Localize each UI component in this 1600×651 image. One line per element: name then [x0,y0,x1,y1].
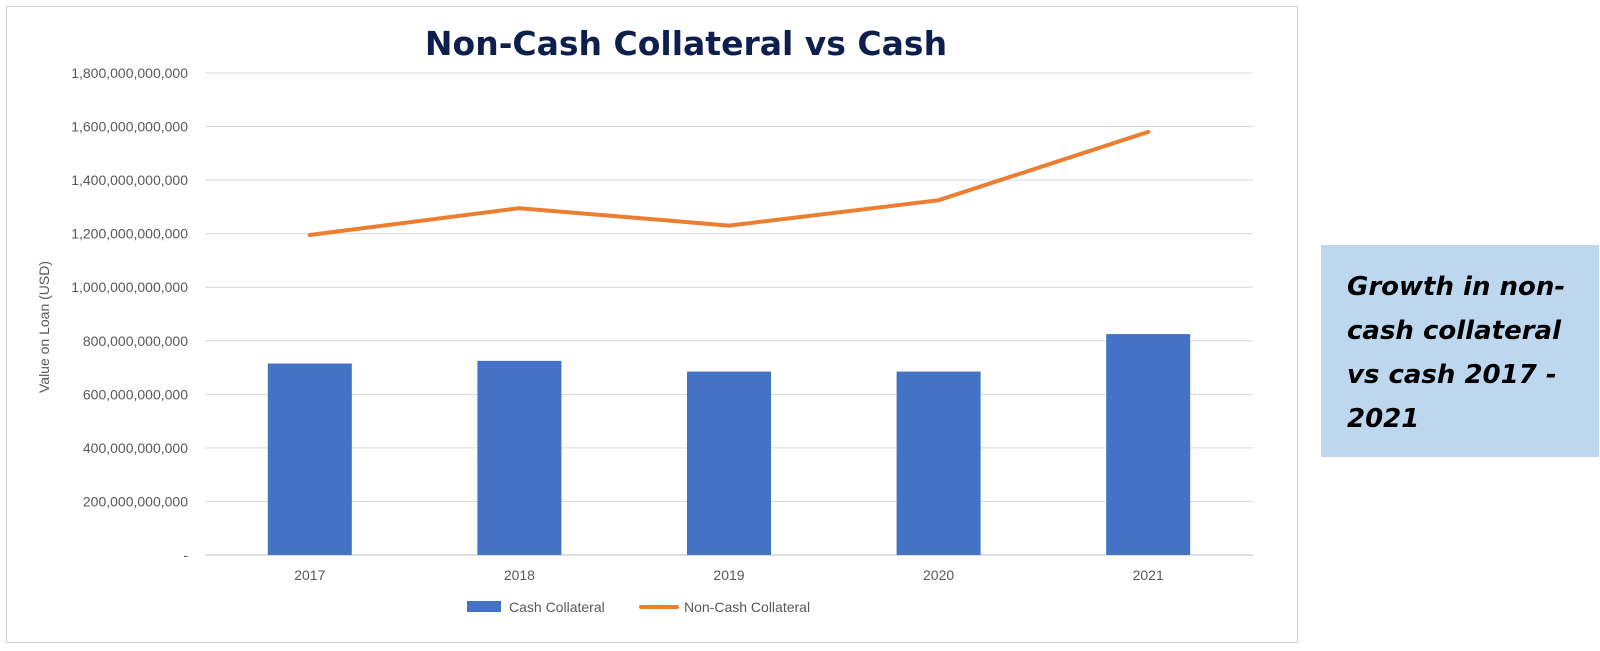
y-axis-ticks: - 200,000,000,000 400,000,000,000 600,000,0… [71,65,188,563]
y-tick-label: 1,000,000,000,000 [71,279,188,295]
non-cash-collateral-line-group [307,129,1151,238]
x-tick-label: 2018 [504,567,535,583]
non-cash-collateral-line [307,129,1151,237]
cash-collateral-bar-2018 [477,360,562,555]
y-tick-label: 1,600,000,000,000 [71,119,188,135]
cash-collateral-bar-2019 [687,371,771,555]
y-tick-label: 600,000,000,000 [83,386,188,402]
y-tick-label: 400,000,000,000 [83,440,188,456]
cash-collateral-bar-2017 [267,363,352,555]
non-cash-collateral-point-2018 [517,206,522,211]
y-tick-label: 200,000,000,000 [83,493,188,509]
y-tick-label: - [183,547,188,563]
non-cash-collateral-point-2017 [307,233,312,238]
cash-collateral-bar-2021 [1106,334,1191,555]
legend-swatch-cash-collateral [467,601,501,612]
x-axis-ticks: 2017 2018 2019 2020 2021 [294,567,1164,583]
gridlines [205,72,1253,556]
non-cash-collateral-point-2019 [727,223,731,228]
y-axis-label: Value on Loan (USD) [36,261,52,393]
y-tick-label: 1,400,000,000,000 [71,172,188,188]
x-tick-label: 2019 [713,567,744,583]
y-tick-label: 1,800,000,000,000 [71,65,188,81]
non-cash-collateral-point-2020 [936,198,941,203]
y-tick-label: 800,000,000,000 [83,333,188,349]
chart-frame: Non-Cash Collateral vs Cash - 200,000,000… [6,6,1298,643]
side-note-box: Growth in non-cash collateral vs cash 20… [1321,245,1599,457]
legend-label-non-cash-collateral: Non-Cash Collateral [684,599,810,615]
chart-canvas: Non-Cash Collateral vs Cash - 200,000,000… [36,24,1253,615]
x-tick-label: 2017 [294,567,325,583]
non-cash-collateral-point-2021 [1146,129,1151,134]
y-tick-label: 1,200,000,000,000 [71,226,188,242]
x-tick-label: 2020 [923,567,954,583]
x-tick-label: 2021 [1133,567,1164,583]
cash-collateral-bar-2020 [896,371,981,555]
chart-title: Non-Cash Collateral vs Cash [425,24,947,63]
cash-collateral-bars [267,334,1191,555]
legend-label-cash-collateral: Cash Collateral [509,599,605,615]
side-note-text: Growth in non-cash collateral vs cash 20… [1347,272,1566,434]
legend: Cash Collateral Non-Cash Collateral [467,599,810,615]
